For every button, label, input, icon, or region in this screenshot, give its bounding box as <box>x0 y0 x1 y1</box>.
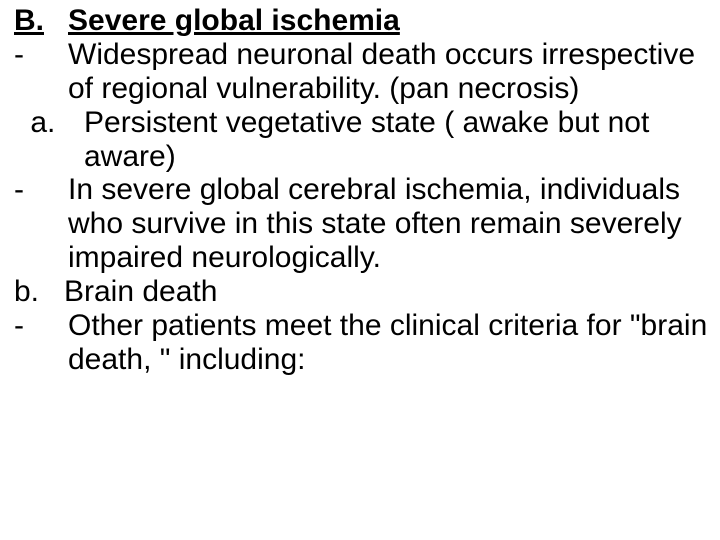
subitem-b-marker: b. <box>14 275 64 309</box>
bullet-row: - In severe global cerebral ischemia, in… <box>14 173 714 275</box>
subitem-a-text: Persistent vegetative state ( awake but … <box>84 106 714 174</box>
bullet-marker: - <box>14 309 68 343</box>
bullet-row: - Other patients meet the clinical crite… <box>14 309 714 377</box>
slide-document: B. Severe global ischemia - Widespread n… <box>0 0 720 540</box>
bullet-text: Other patients meet the clinical criteri… <box>68 309 714 377</box>
bullet-text: Widespread neuronal death occurs irrespe… <box>68 38 714 106</box>
subitem-a-row: a. Persistent vegetative state ( awake b… <box>14 106 714 174</box>
heading-row: B. Severe global ischemia <box>14 4 714 38</box>
heading-marker: B. <box>14 4 68 38</box>
bullet-text: In severe global cerebral ischemia, indi… <box>68 173 714 275</box>
heading-text: Severe global ischemia <box>68 4 714 38</box>
subitem-b-row: b. Brain death <box>14 275 714 309</box>
bullet-row: - Widespread neuronal death occurs irres… <box>14 38 714 106</box>
subitem-b-text: Brain death <box>64 275 714 309</box>
bullet-marker: - <box>14 173 68 207</box>
subitem-a-marker: a. <box>14 106 84 140</box>
bullet-marker: - <box>14 38 68 72</box>
